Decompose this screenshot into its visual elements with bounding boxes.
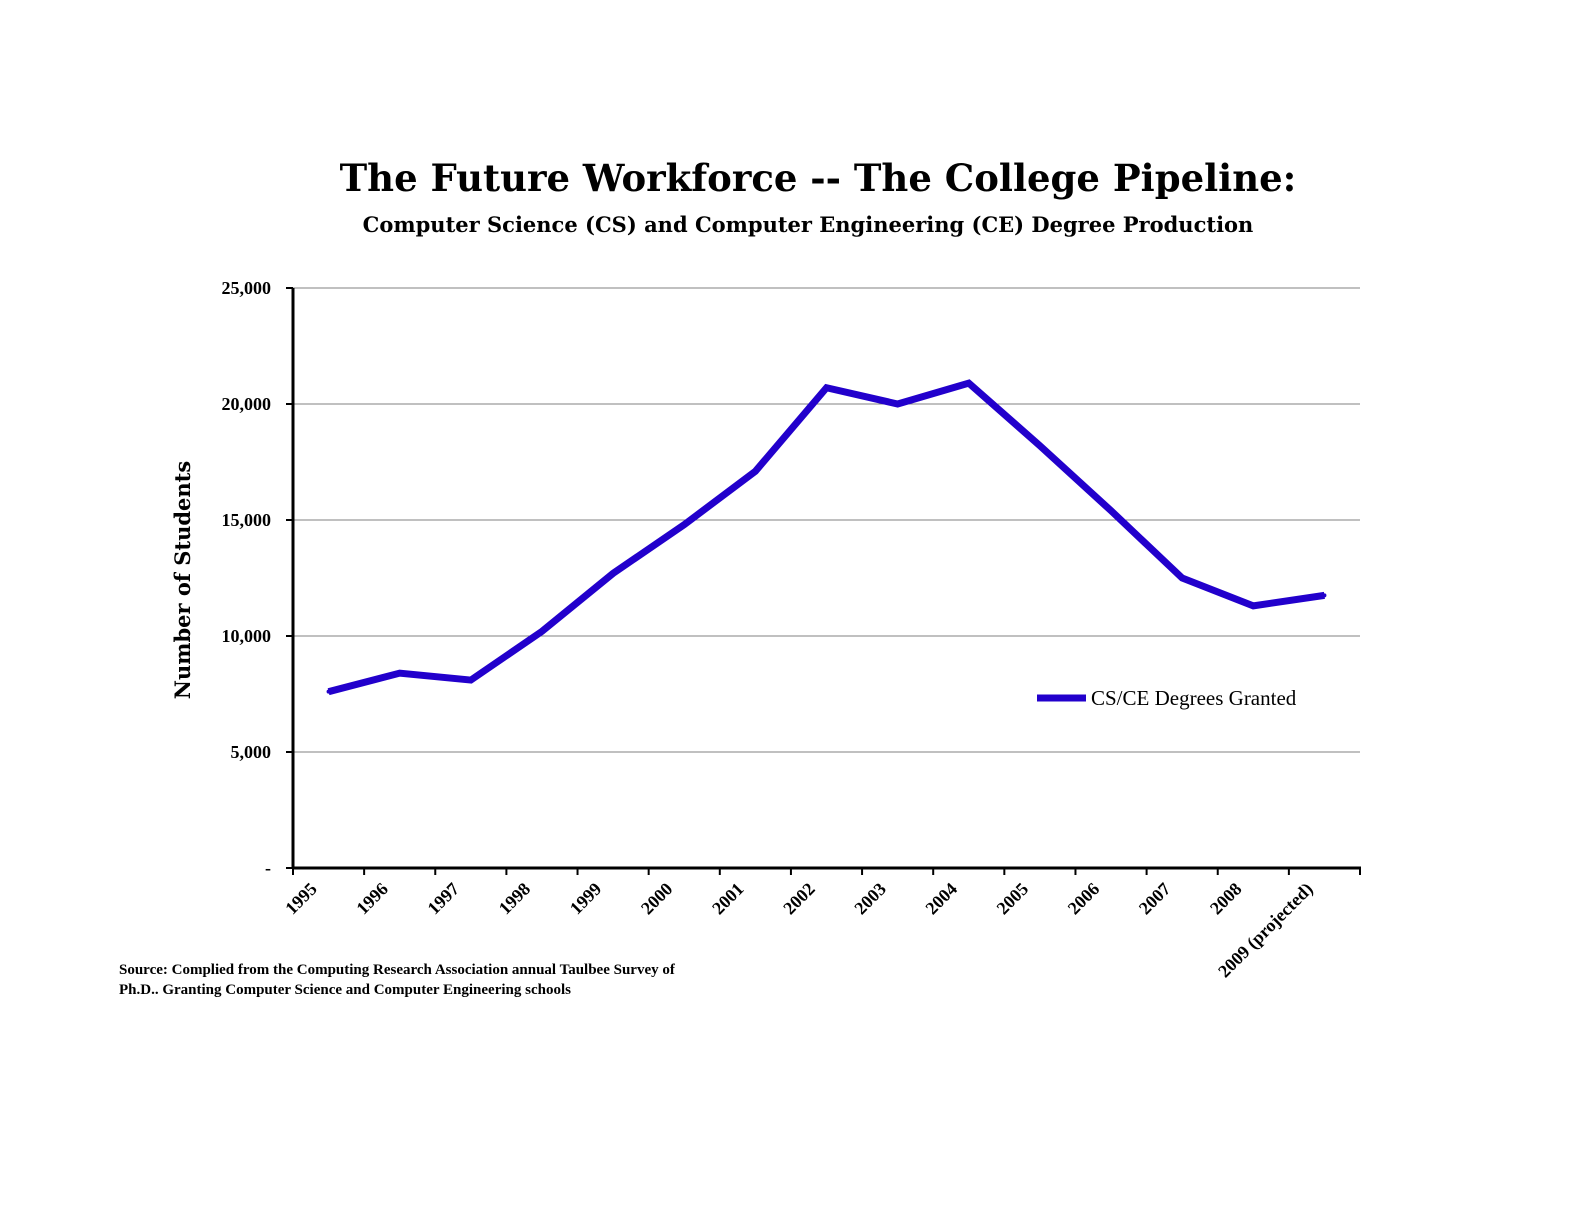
chart-subtitle: Computer Science (CS) and Computer Engin… (363, 212, 1254, 237)
data-point (326, 689, 331, 694)
data-point (1251, 603, 1256, 608)
data-point (895, 402, 900, 406)
y-tick-label: 20,000 (222, 394, 272, 414)
source-note: Source: Complied from the Computing Rese… (119, 960, 759, 1000)
x-tick-label: 1997 (423, 879, 463, 919)
data-point (682, 522, 687, 527)
data-point (397, 671, 402, 676)
source-line-1: Source: Complied from the Computing Rese… (119, 962, 675, 978)
x-tick-label: 2001 (708, 879, 748, 919)
data-point (468, 678, 473, 683)
y-axis-label: Number of Students (170, 461, 195, 699)
series-line (327, 379, 1325, 696)
x-tick-label: 2008 (1206, 879, 1246, 919)
x-tick-label: 2007 (1135, 879, 1175, 919)
data-point (753, 469, 758, 474)
data-point (966, 381, 971, 386)
x-tick-label: 1996 (352, 879, 392, 919)
chart-title: The Future Workforce -- The College Pipe… (340, 156, 1297, 200)
data-point (1037, 443, 1042, 448)
data-point (824, 385, 829, 390)
y-tick-labels: - 5,000 10,000 15,000 20,000 25,000 (222, 278, 272, 878)
legend-label: CS/CE Degrees Granted (1091, 686, 1297, 710)
x-tick-label: 1999 (566, 879, 606, 919)
x-tick-label: 1998 (495, 879, 535, 919)
data-point (1109, 508, 1114, 513)
y-tick-label: 10,000 (222, 626, 272, 646)
x-tick-label: 2002 (779, 879, 819, 919)
y-tick-label: 15,000 (222, 510, 272, 530)
source-line-2: Ph.D.. Granting Computer Science and Com… (119, 982, 571, 998)
data-point (611, 571, 616, 576)
axes (286, 287, 1361, 875)
y-tick-label: 5,000 (231, 742, 272, 762)
data-point (1180, 576, 1185, 580)
x-tick-label: 2006 (1064, 879, 1104, 919)
x-tick-label: 1995 (281, 879, 321, 919)
data-point (539, 629, 544, 634)
x-tick-label: 2005 (993, 879, 1033, 919)
series-layer (326, 379, 1327, 696)
data-point (1322, 593, 1327, 598)
legend: CS/CE Degrees Granted (1037, 686, 1297, 710)
gridlines (293, 287, 1360, 753)
x-tick-label: 2000 (637, 879, 677, 919)
y-tick-label: 25,000 (222, 278, 272, 298)
x-tick-label: 2004 (921, 879, 961, 919)
x-tick-label: 2003 (850, 879, 890, 919)
y-tick-label: - (265, 858, 271, 878)
